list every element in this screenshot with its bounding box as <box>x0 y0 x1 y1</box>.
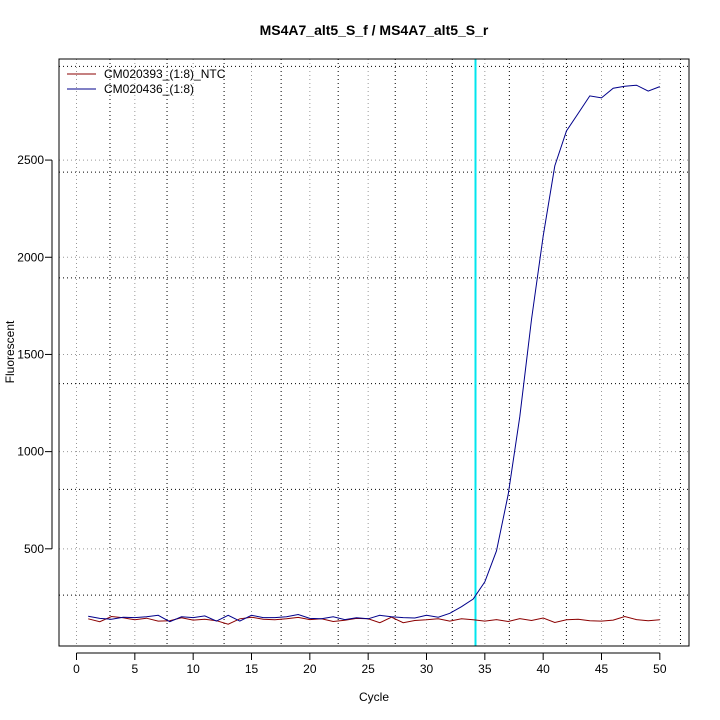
y-axis: 500 1000 1500 2000 2500 <box>17 153 53 556</box>
x-tick-label: 30 <box>420 662 434 676</box>
y-tick-label: 1500 <box>17 347 44 361</box>
plot-frame <box>58 58 690 647</box>
y-tick-label: 1000 <box>17 445 44 459</box>
x-tick-label: 20 <box>303 662 317 676</box>
y-tick-label: 2500 <box>17 153 44 167</box>
x-axis-label: Cycle <box>359 690 389 704</box>
series-line-0 <box>88 615 660 625</box>
x-tick-label: 5 <box>131 662 138 676</box>
y-tick-label: 2000 <box>17 250 44 264</box>
legend-label-ntc: CM020393_(1:8)_NTC <box>104 67 226 81</box>
x-tick-label: 35 <box>478 662 492 676</box>
x-axis: 0 5 10 15 20 25 30 35 40 45 50 <box>73 652 667 676</box>
x-tick-label: 25 <box>361 662 375 676</box>
x-tick-label: 15 <box>245 662 259 676</box>
y-tick-label: 500 <box>24 542 44 556</box>
x-tick-label: 40 <box>536 662 550 676</box>
series-layer <box>88 84 660 625</box>
legend: CM020393_(1:8)_NTC CM020436_(1:8) <box>67 67 226 96</box>
y-axis-label: Fluorescent <box>3 320 17 383</box>
x-tick-label: 0 <box>73 662 80 676</box>
chart-title: MS4A7_alt5_S_f / MS4A7_alt5_S_r <box>260 22 489 38</box>
x-tick-label: 10 <box>186 662 200 676</box>
x-tick-label: 50 <box>653 662 667 676</box>
minor-grid <box>59 59 689 646</box>
x-tick-label: 45 <box>595 662 609 676</box>
major-grid <box>59 59 689 646</box>
series-line-1 <box>88 84 660 623</box>
legend-label-sample: CM020436_(1:8) <box>104 82 194 96</box>
